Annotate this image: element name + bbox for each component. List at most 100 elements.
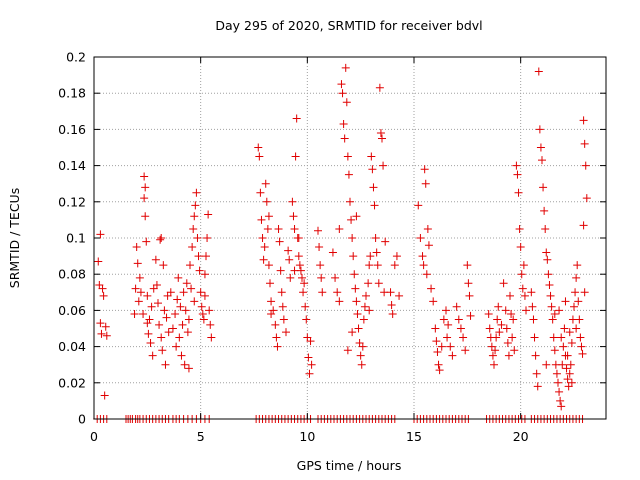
y-tick-label: 0.12	[58, 194, 86, 209]
data-point	[290, 224, 299, 233]
data-point	[580, 288, 589, 297]
data-point	[151, 255, 160, 264]
y-tick-label: 0.14	[58, 158, 86, 173]
data-point	[157, 234, 166, 242]
data-point	[203, 234, 212, 242]
data-point	[572, 324, 581, 333]
data-point	[181, 306, 190, 315]
data-point	[333, 288, 342, 297]
data-point	[543, 255, 552, 264]
data-point	[190, 297, 199, 306]
data-points	[93, 63, 591, 423]
data-point	[555, 306, 564, 315]
data-point	[145, 315, 154, 324]
data-point	[94, 257, 103, 266]
data-point	[362, 291, 370, 300]
data-point	[255, 152, 264, 161]
data-point	[536, 143, 545, 152]
data-point	[375, 83, 384, 92]
data-point	[570, 302, 578, 311]
data-point	[353, 310, 362, 319]
data-point	[302, 315, 311, 324]
data-point	[168, 324, 177, 333]
data-point	[516, 243, 525, 252]
data-point	[172, 342, 181, 351]
data-point	[292, 114, 301, 123]
data-point	[197, 302, 206, 311]
data-point	[427, 284, 436, 293]
data-point	[140, 194, 149, 203]
data-point	[267, 297, 276, 306]
x-tick-label: 0	[90, 429, 98, 444]
data-point	[530, 333, 539, 342]
data-point	[344, 170, 353, 179]
data-point	[256, 188, 265, 197]
data-point	[254, 143, 263, 152]
data-point	[188, 243, 197, 252]
data-point	[147, 302, 156, 311]
data-point	[565, 328, 574, 337]
data-point	[139, 310, 148, 319]
data-point	[285, 255, 294, 264]
data-point	[416, 234, 425, 242]
data-point	[540, 206, 549, 215]
data-point	[461, 346, 470, 355]
data-point	[154, 299, 162, 308]
data-point	[567, 338, 576, 347]
data-point	[187, 284, 196, 293]
y-tick-label: 0.04	[58, 339, 86, 354]
data-point	[186, 261, 194, 270]
data-point	[387, 300, 396, 309]
data-point	[180, 360, 189, 369]
data-point	[532, 369, 541, 378]
data-point	[507, 310, 516, 319]
data-point	[555, 387, 564, 396]
data-point	[289, 212, 298, 221]
data-point	[369, 183, 378, 192]
data-point	[269, 306, 278, 315]
data-point	[143, 319, 152, 328]
data-point	[484, 310, 493, 319]
x-tick-label: 20	[513, 429, 529, 444]
data-point	[547, 302, 556, 311]
data-point	[339, 119, 348, 128]
y-tick-label: 0.18	[58, 86, 86, 101]
data-point	[565, 369, 574, 378]
data-point	[358, 342, 367, 351]
data-point	[342, 98, 351, 107]
data-point	[316, 261, 325, 270]
data-point	[554, 378, 562, 387]
data-point	[563, 351, 572, 360]
data-point	[148, 351, 157, 360]
data-point	[301, 302, 310, 311]
data-point	[371, 234, 380, 242]
data-point	[550, 346, 559, 355]
data-point	[263, 224, 272, 233]
data-point	[533, 382, 542, 391]
data-point	[373, 261, 382, 270]
data-point	[466, 311, 475, 320]
data-point	[294, 252, 303, 261]
x-tick-label: 10	[299, 429, 315, 444]
data-point	[576, 333, 585, 342]
data-point	[567, 378, 576, 387]
data-point	[206, 320, 215, 329]
data-point	[141, 212, 150, 221]
data-point	[581, 161, 590, 170]
data-point	[286, 273, 295, 282]
y-tick-label: 0.06	[58, 303, 86, 318]
data-point	[275, 237, 284, 246]
data-point	[452, 302, 461, 311]
data-point	[96, 230, 105, 239]
data-point	[100, 391, 109, 400]
data-point	[443, 333, 452, 342]
data-point	[360, 302, 369, 311]
data-point	[261, 179, 270, 188]
data-point	[96, 319, 105, 328]
data-point	[276, 266, 285, 275]
data-point	[277, 288, 286, 297]
data-point	[456, 324, 465, 333]
data-point	[264, 261, 273, 270]
data-point	[572, 273, 581, 282]
